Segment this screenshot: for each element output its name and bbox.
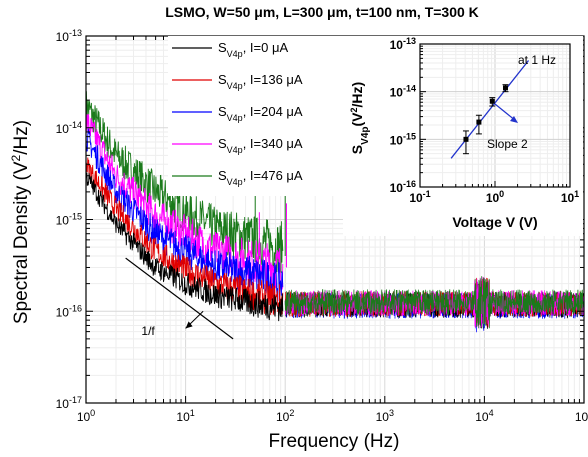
inset-x-tick-exponent: 0 [499, 189, 504, 199]
x-tick-exponent: 4 [489, 408, 494, 418]
inset-data-point [502, 85, 508, 91]
y-tick-label: 10-15 [56, 212, 82, 228]
inset-data-point [463, 136, 469, 142]
x-tick-exponent: 3 [389, 408, 394, 418]
y-tick-exponent: -15 [69, 212, 82, 222]
series-line-3 [85, 113, 284, 290]
inset-y-tick-exponent: -16 [403, 179, 416, 189]
legend-label-sub: V4p [227, 113, 243, 123]
one-over-f-arrowhead [185, 321, 193, 329]
x-axis-label: Frequency (Hz) [269, 431, 400, 452]
legend-label-rest: , I=136 μA [243, 72, 303, 87]
legend-label-sub: V4p [227, 177, 243, 187]
legend-label-2: SV4p, I=204 μA [218, 104, 303, 123]
y-tick-exponent: -17 [69, 395, 82, 405]
inset-at-1hz-label: at 1 Hz [518, 53, 556, 67]
y-tick-label: 10-17 [56, 395, 82, 411]
inset-x-tick-exponent: -1 [423, 189, 431, 199]
inset-data-point [476, 119, 482, 125]
legend-label-sub: V4p [227, 145, 243, 155]
inset-slope-arrowhead [510, 116, 518, 123]
x-tick-exponent: 1 [190, 408, 195, 418]
inset-y-label-rest: (V [349, 112, 365, 127]
legend-label-rest: , I=340 μA [243, 136, 303, 151]
inset-y-tick-exponent: -13 [403, 36, 416, 46]
legend-label-1: SV4p, I=136 μA [218, 72, 303, 91]
one-over-f-label: 1/f [141, 324, 155, 338]
series-line-0 [85, 172, 284, 322]
legend-label-sub: V4p [227, 81, 243, 91]
legend-label-rest: , I=476 μA [243, 168, 303, 183]
x-tick-exponent: 0 [90, 408, 95, 418]
legend-label-rest: , I=204 μA [243, 104, 303, 119]
legend-label-rest: , I=0 μA [243, 40, 289, 55]
y-tick-exponent: -13 [69, 28, 82, 38]
legend-label-0: SV4p, I=0 μA [218, 40, 288, 59]
one-over-f-slope-line [125, 257, 234, 340]
legend-label-main: S [218, 72, 227, 87]
x-tick-label: 100 [77, 408, 95, 424]
legend-label-main: S [218, 136, 227, 151]
inset-y-tick-exponent: -14 [403, 84, 416, 94]
inset-y-axis-label: SV4p(V2/Hz) [349, 82, 371, 154]
x-tick-exponent: 2 [289, 408, 294, 418]
inset-fit-line [450, 60, 530, 159]
y-tick-label: 10-14 [56, 120, 82, 136]
inset-slope-label: Slope 2 [487, 137, 528, 151]
y-tick-exponent: -14 [69, 120, 82, 130]
x-tick-label: 104 [475, 408, 493, 424]
x-tick-label: 101 [176, 408, 194, 424]
y-tick-label: 10-13 [56, 28, 82, 44]
y-tick-exponent: -16 [69, 303, 82, 313]
legend-label-3: SV4p, I=340 μA [218, 136, 303, 155]
x-tick-label: 103 [376, 408, 394, 424]
legend-box [168, 36, 343, 196]
y-tick-label: 10-16 [56, 303, 82, 319]
x-tick-label: 102 [276, 408, 294, 424]
series-line-1 [85, 157, 284, 315]
one-over-f-annotation: 1/f [125, 257, 234, 340]
legend-label-main: S [218, 104, 227, 119]
inset-data-point [489, 98, 495, 104]
floor-noise-4 [284, 276, 585, 329]
inset-x-axis-label: Voltage V (V) [452, 214, 537, 230]
inset-x-tick-exponent: 1 [574, 189, 579, 199]
y-axis-label: Spectral Density (V2/Hz) [9, 120, 32, 324]
legend-label-sub: V4p [227, 49, 243, 59]
inset-y-tick-exponent: -15 [403, 131, 416, 141]
inset-y-label-main: S [349, 145, 365, 154]
inset-y-label-sub: V4p [360, 127, 371, 145]
inset-y-label-exp: 2 [349, 107, 359, 112]
x-tick-label: 105 [575, 408, 588, 424]
legend-label-main: S [218, 168, 227, 183]
chart-title: LSMO, W=50 μm, L=300 μm, t=100 nm, T=300… [165, 4, 479, 20]
legend-label-4: SV4p, I=476 μA [218, 168, 303, 187]
inset-y-label-end: /Hz) [349, 82, 365, 108]
legend-label-main: S [218, 40, 227, 55]
